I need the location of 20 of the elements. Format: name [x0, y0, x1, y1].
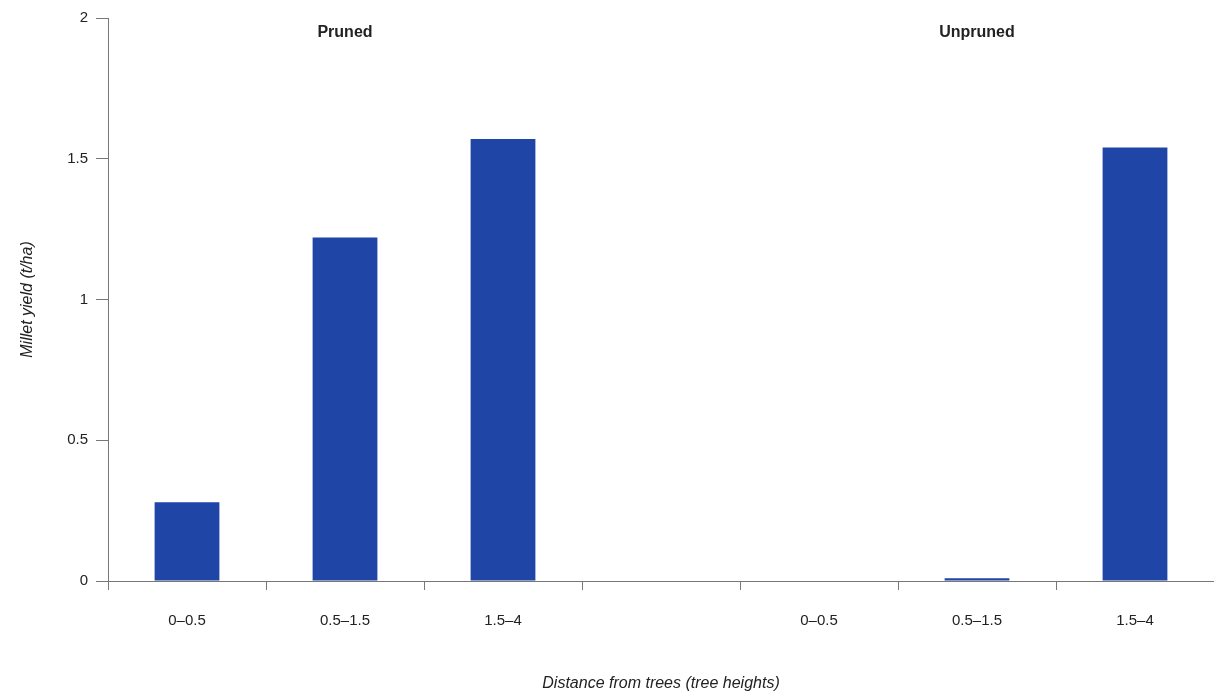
- x-tick-label: 0.5–1.5: [951, 611, 1003, 629]
- x-tick-label: 0.5–1.5: [319, 611, 371, 629]
- bar: [1102, 147, 1168, 581]
- x-axis-title: Distance from trees (tree heights): [542, 674, 780, 692]
- y-tick-label: 0.5: [67, 430, 88, 448]
- bar: [154, 502, 220, 581]
- x-tick-label: 1.5–4: [1116, 611, 1154, 629]
- y-axis-title: Millet yield (t/ha): [18, 241, 36, 358]
- annotation: Unpruned: [939, 23, 1015, 41]
- x-tick-label: 0–0.5: [168, 611, 206, 629]
- y-tick-label: 1: [79, 289, 88, 307]
- y-tick-label: 1.5: [67, 148, 88, 166]
- bar: [944, 578, 1010, 581]
- y-tick-label: 0: [79, 571, 88, 589]
- bar: [470, 139, 536, 581]
- annotation: Pruned: [317, 23, 373, 41]
- x-tick-label: 0–0.5: [800, 611, 838, 629]
- x-tick-label: 1.5–4: [484, 611, 522, 629]
- bar: [312, 237, 378, 581]
- y-tick-label: 2: [79, 8, 88, 26]
